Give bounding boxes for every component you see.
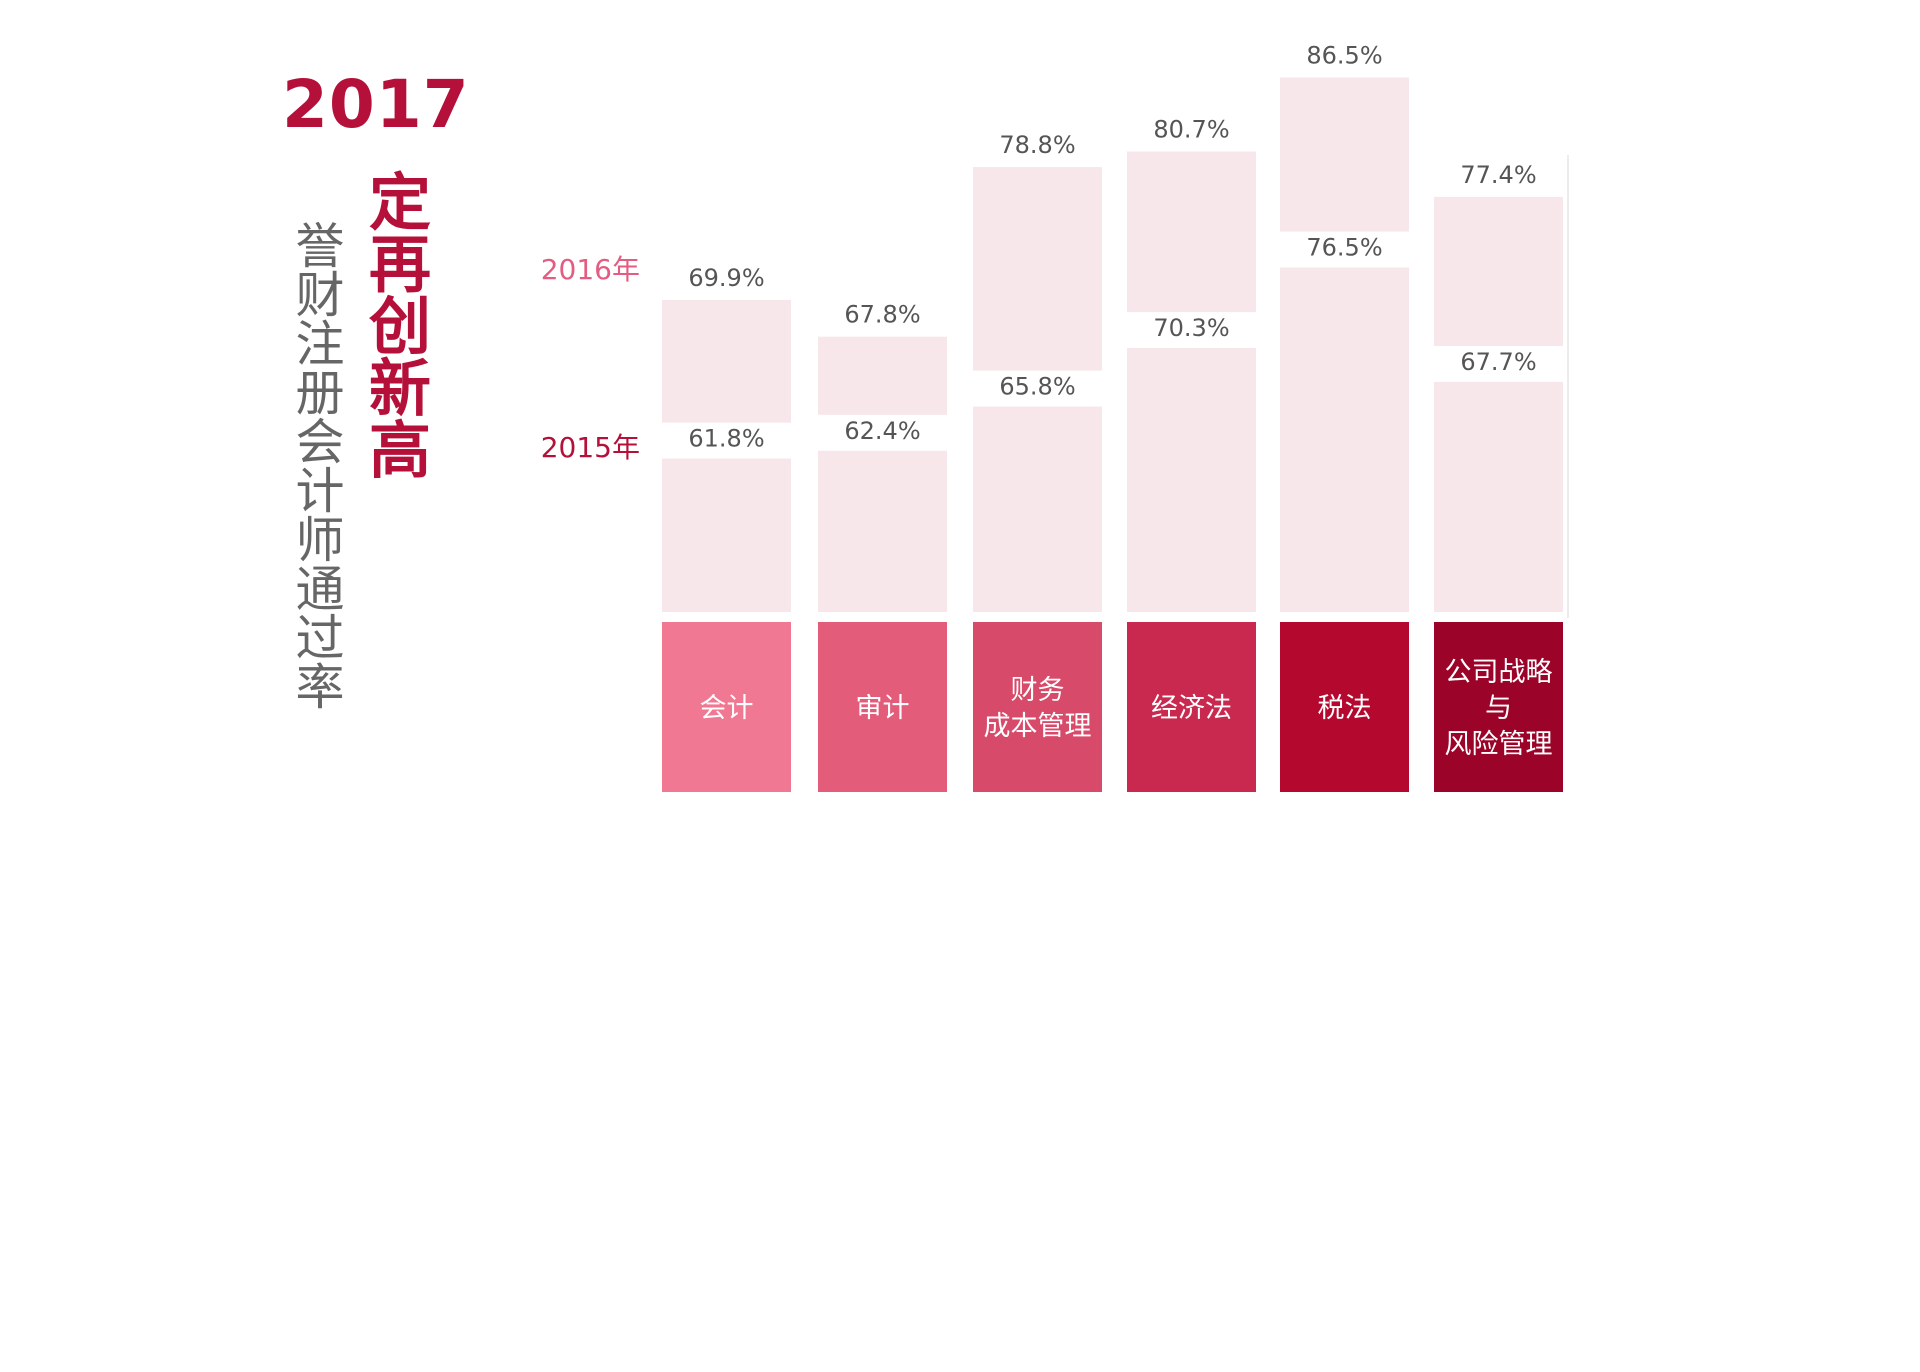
headline-char: 定 xyxy=(368,166,431,239)
value-label-2015-3: 70.3% xyxy=(1153,314,1229,342)
subtitle-char: 通 xyxy=(295,561,345,618)
value-label-2016-5: 77.4% xyxy=(1460,161,1536,189)
legend-2016: 2016年 xyxy=(541,253,640,286)
headline-char: 再 xyxy=(368,228,431,301)
bar-2015-3 xyxy=(1127,348,1256,612)
headline-char: 高 xyxy=(368,414,431,487)
value-label-2015-2: 65.8% xyxy=(999,373,1075,401)
category-label-1: 审计 xyxy=(856,693,910,724)
bar-2016-2 xyxy=(973,167,1102,371)
bar-2016-1 xyxy=(818,336,947,415)
value-label-2016-1: 67.8% xyxy=(844,301,920,329)
subtitle-char: 会 xyxy=(295,414,345,471)
pass-rate-chart: 2016年 2015年 69.9% 61.8% 会计 67.8% 62.4% 审计 78.8… xyxy=(541,42,1569,792)
subtitle-char: 过 xyxy=(295,610,345,667)
value-label-2015-4: 76.5% xyxy=(1306,234,1382,262)
category-box-3 xyxy=(1127,622,1256,792)
headline-char: 新 xyxy=(368,352,431,425)
bar-2016-5 xyxy=(1434,196,1563,346)
category-label-0: 会计 xyxy=(700,693,754,724)
bar-2015-0 xyxy=(662,458,791,612)
year-title: 2017 xyxy=(282,66,470,143)
bar-2016-3 xyxy=(1127,151,1256,313)
category-label-3: 经济法 xyxy=(1151,693,1232,724)
category-label-5: 与 xyxy=(1485,693,1512,724)
value-label-2015-0: 61.8% xyxy=(688,425,764,453)
bar-2016-0 xyxy=(662,299,791,423)
category-label-5: 公司战略 xyxy=(1445,657,1553,688)
bar-2016-4 xyxy=(1280,77,1409,232)
bar-2015-2 xyxy=(973,406,1102,612)
category-label-4: 税法 xyxy=(1318,693,1372,724)
headline-char: 创 xyxy=(368,290,431,363)
headline-vertical: 定再创新高 xyxy=(365,172,435,482)
value-label-2015-5: 67.7% xyxy=(1460,348,1536,376)
subtitle-char: 注 xyxy=(295,316,345,373)
subtitle-char: 率 xyxy=(295,659,345,716)
legend-2015: 2015年 xyxy=(541,431,640,464)
category-label-2: 成本管理 xyxy=(984,711,1092,742)
category-box-4 xyxy=(1280,622,1409,792)
subtitle-vertical: 誉财注册会计师通过率 xyxy=(292,222,348,712)
value-label-2016-4: 86.5% xyxy=(1306,42,1382,70)
value-label-2015-1: 62.4% xyxy=(844,417,920,445)
bar-2015-5 xyxy=(1434,381,1563,612)
subtitle-char: 师 xyxy=(295,512,345,569)
value-label-2016-3: 80.7% xyxy=(1153,116,1229,144)
category-label-2: 财务 xyxy=(1011,675,1065,706)
bar-2015-1 xyxy=(818,450,947,612)
category-label-5: 风险管理 xyxy=(1445,729,1553,760)
subtitle-char: 财 xyxy=(295,267,345,324)
value-label-2016-2: 78.8% xyxy=(999,131,1075,159)
value-label-2016-0: 69.9% xyxy=(688,264,764,292)
category-box-5 xyxy=(1434,622,1563,792)
category-box-0 xyxy=(662,622,791,792)
subtitle-char: 册 xyxy=(295,365,345,422)
category-box-1 xyxy=(818,622,947,792)
category-box-2 xyxy=(973,622,1102,792)
subtitle-char: 计 xyxy=(295,463,345,520)
bar-2015-4 xyxy=(1280,267,1409,612)
subtitle-char: 誉 xyxy=(295,218,345,275)
